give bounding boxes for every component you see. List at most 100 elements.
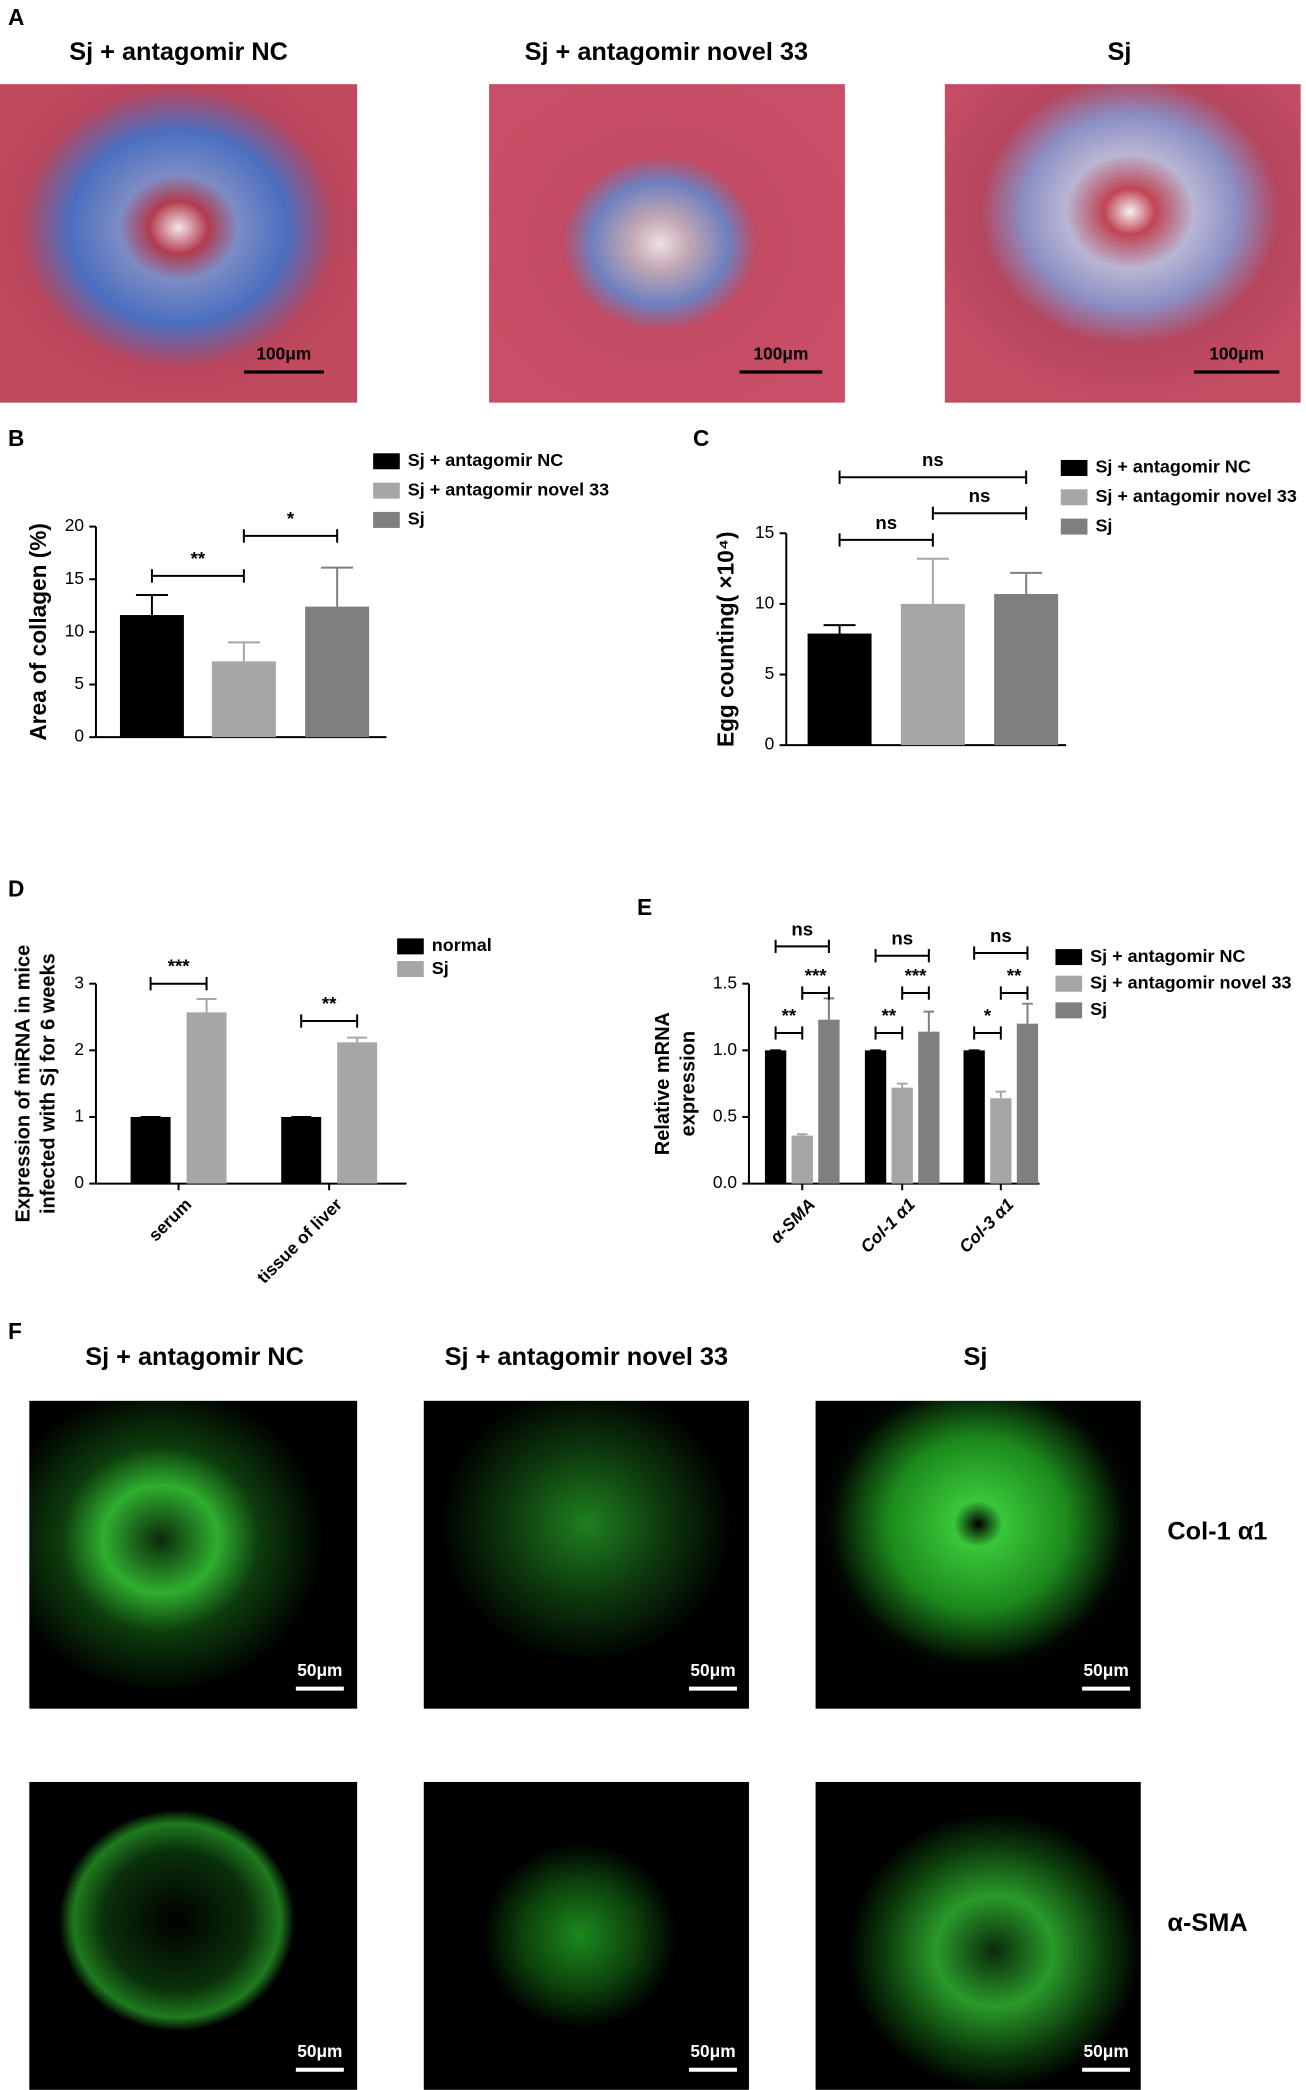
y-axis-label: Area of collagen (%): [25, 523, 51, 741]
significance-bracket: [999, 986, 1029, 1000]
fluorescence-image: [29, 1781, 358, 2090]
y-tick-label: 1.5: [713, 972, 737, 992]
y-tick-label: 2: [74, 1039, 84, 1059]
micrograph: [0, 84, 358, 403]
bar: [1016, 1023, 1039, 1184]
significance-label: ***: [905, 965, 928, 986]
significance-label: ns: [875, 512, 897, 533]
legend-swatch: [1060, 489, 1088, 506]
bar: [818, 1019, 840, 1184]
error-bar: [823, 624, 856, 634]
y-axis-label: Egg counting( ×10⁴): [713, 531, 739, 747]
bar: [186, 1012, 227, 1184]
row-label: Col-1 α1: [1167, 1517, 1267, 1545]
error-bar: [321, 566, 354, 607]
significance-label: ns: [969, 485, 991, 506]
significance-label: **: [191, 548, 206, 569]
significance-bracket: [300, 1014, 359, 1028]
image-title: Sj: [964, 1343, 988, 1371]
legend-swatch: [397, 961, 424, 978]
panel-letter: B: [8, 425, 24, 451]
legend-swatch: [1055, 975, 1083, 992]
bar: [891, 1087, 913, 1184]
bar: [963, 1050, 985, 1184]
error-bar: [347, 1036, 368, 1043]
scale-bar-label: 50μm: [297, 1660, 342, 1680]
significance-bracket: [973, 1026, 1002, 1040]
fluorescence-image: [423, 1781, 749, 2090]
fluorescence-image: [29, 1400, 358, 1709]
significance-label: *: [984, 1005, 992, 1026]
row-label: α-SMA: [1167, 1909, 1247, 1937]
error-bar: [995, 1090, 1007, 1099]
bar: [764, 1050, 787, 1184]
bar: [305, 606, 370, 738]
legend-swatch: [1060, 459, 1088, 476]
bar: [864, 1050, 887, 1184]
significance-bracket: [242, 529, 339, 543]
image-title: Sj + antagomir novel 33: [445, 1343, 728, 1371]
panel-letter: A: [8, 4, 24, 30]
fluorescence-image: [423, 1400, 749, 1709]
legend-label: normal: [432, 935, 492, 955]
image-title: Sj + antagomir NC: [85, 1343, 304, 1371]
significance-label: ns: [891, 928, 913, 949]
x-tick-label: Col-3 α1: [955, 1194, 1018, 1257]
significance-bracket: [774, 939, 830, 954]
y-axis-label: Relative mRNA: [652, 1012, 674, 1155]
significance-label: **: [1007, 965, 1022, 986]
panel-letter: E: [637, 894, 652, 920]
bar: [990, 1098, 1012, 1184]
legend-label: Sj + antagomir novel 33: [1095, 486, 1296, 506]
bar: [918, 1031, 940, 1184]
error-bar: [227, 641, 260, 662]
y-axis-label: infected with Sj for 6 weeks: [38, 953, 60, 1214]
legend-swatch: [373, 511, 400, 528]
y-tick-label: 0: [74, 1172, 84, 1192]
significance-label: ns: [791, 918, 813, 939]
scale-bar-label: 50μm: [1083, 2041, 1128, 2061]
significance-bracket: [931, 506, 1028, 520]
legend-label: Sj: [408, 509, 425, 529]
y-tick-label: 20: [65, 515, 84, 535]
significance-bracket: [973, 946, 1029, 960]
panel-letter: F: [8, 1318, 22, 1344]
significance-label: **: [782, 1005, 797, 1026]
image-title: Sj + antagomir NC: [69, 38, 288, 66]
y-tick-label: 15: [65, 568, 84, 588]
error-bar: [823, 997, 835, 1020]
panel-letter: C: [693, 425, 709, 451]
significance-label: ns: [922, 449, 944, 470]
y-tick-label: 1.0: [713, 1039, 737, 1059]
y-tick-label: 10: [755, 592, 774, 612]
significance-label: **: [322, 993, 337, 1014]
legend-swatch: [373, 453, 400, 470]
bar: [900, 603, 965, 746]
error-bar: [923, 1010, 935, 1032]
y-tick-label: 5: [74, 673, 84, 693]
scale-bar-label: 50μm: [690, 2041, 735, 2061]
y-tick-label: 15: [755, 522, 774, 542]
legend-swatch: [1055, 949, 1083, 966]
fluorescence-image: [815, 1781, 1141, 2090]
y-tick-label: 1: [74, 1106, 84, 1126]
x-tick-label: Col-1 α1: [856, 1194, 919, 1257]
legend-label: Sj + antagomir NC: [1090, 946, 1245, 966]
y-tick-label: 0: [74, 726, 84, 746]
bar: [211, 661, 276, 738]
legend-swatch: [397, 938, 424, 955]
legend-swatch: [1060, 518, 1088, 535]
legend-swatch: [1055, 1002, 1083, 1019]
significance-bracket: [901, 986, 930, 1000]
bar: [994, 594, 1059, 746]
legend-label: Sj: [1090, 999, 1107, 1019]
significance-bracket: [838, 470, 1028, 484]
error-bar: [1022, 1002, 1033, 1024]
legend-label: Sj + antagomir novel 33: [1090, 972, 1291, 992]
legend-label: Sj: [1095, 515, 1112, 535]
bar: [791, 1135, 813, 1184]
legend-label: Sj + antagomir NC: [1095, 457, 1250, 477]
micrograph: [944, 84, 1301, 403]
error-bar: [135, 594, 168, 616]
error-bar: [916, 557, 949, 604]
